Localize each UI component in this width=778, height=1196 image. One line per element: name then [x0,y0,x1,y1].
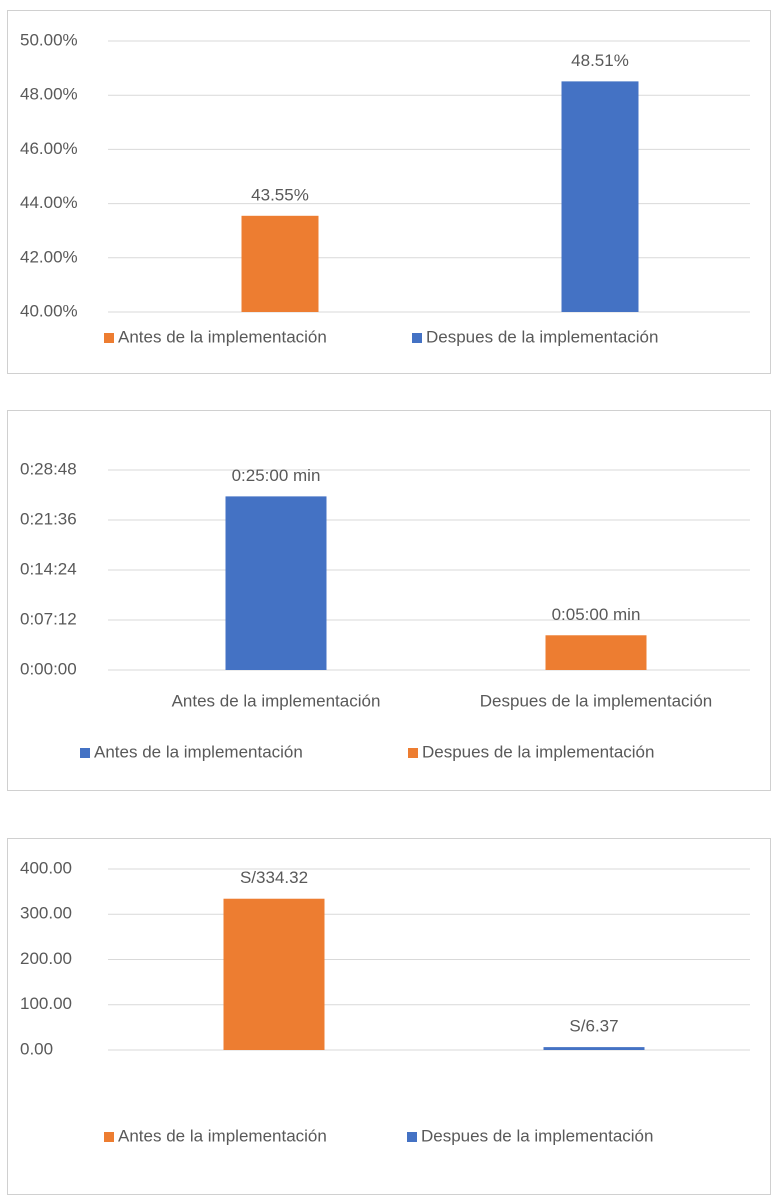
y-tick-label: 0:00:00 [20,659,77,678]
legend-label: Despues de la implementación [422,742,654,761]
chart-frame [7,10,771,374]
legend-swatch [104,333,114,343]
y-tick-label: 40.00% [20,301,78,320]
y-tick-label: 0.00 [20,1039,53,1058]
y-tick-label: 46.00% [20,139,78,158]
bar [561,81,639,312]
legend-swatch [80,748,90,758]
y-tick-label: 50.00% [20,30,78,49]
y-tick-label: 0:21:36 [20,509,77,528]
x-tick-label: Despues de la implementación [480,691,712,710]
bar [225,496,327,670]
data-label: 0:05:00 min [552,605,641,624]
y-tick-label: 44.00% [20,193,78,212]
y-tick-label: 300.00 [20,904,72,923]
y-tick-label: 48.00% [20,85,78,104]
bar [543,1047,645,1050]
legend-label: Despues de la implementación [421,1126,653,1145]
bar [545,635,647,670]
legend-label: Antes de la implementación [118,1126,327,1145]
y-tick-label: 0:14:24 [20,559,77,578]
y-tick-label: 200.00 [20,949,72,968]
legend-label: Despues de la implementación [426,327,658,346]
data-label: S/6.37 [569,1017,618,1036]
legend-label: Antes de la implementación [118,327,327,346]
y-tick-label: 0:28:48 [20,459,77,478]
legend-swatch [408,748,418,758]
chart-frame [7,838,771,1195]
x-tick-label: Antes de la implementación [172,691,381,710]
y-tick-label: 0:07:12 [20,609,77,628]
y-tick-label: 42.00% [20,247,78,266]
legend-swatch [407,1132,417,1142]
data-label: 48.51% [571,51,629,70]
bar [223,898,325,1050]
data-label: 43.55% [251,185,309,204]
y-tick-label: 100.00 [20,994,72,1013]
data-label: S/334.32 [240,868,308,887]
legend-swatch [412,333,422,343]
legend-swatch [104,1132,114,1142]
y-tick-label: 400.00 [20,858,72,877]
bar [241,215,319,312]
data-label: 0:25:00 min [232,466,321,485]
legend-label: Antes de la implementación [94,742,303,761]
chart-frame [7,410,771,791]
